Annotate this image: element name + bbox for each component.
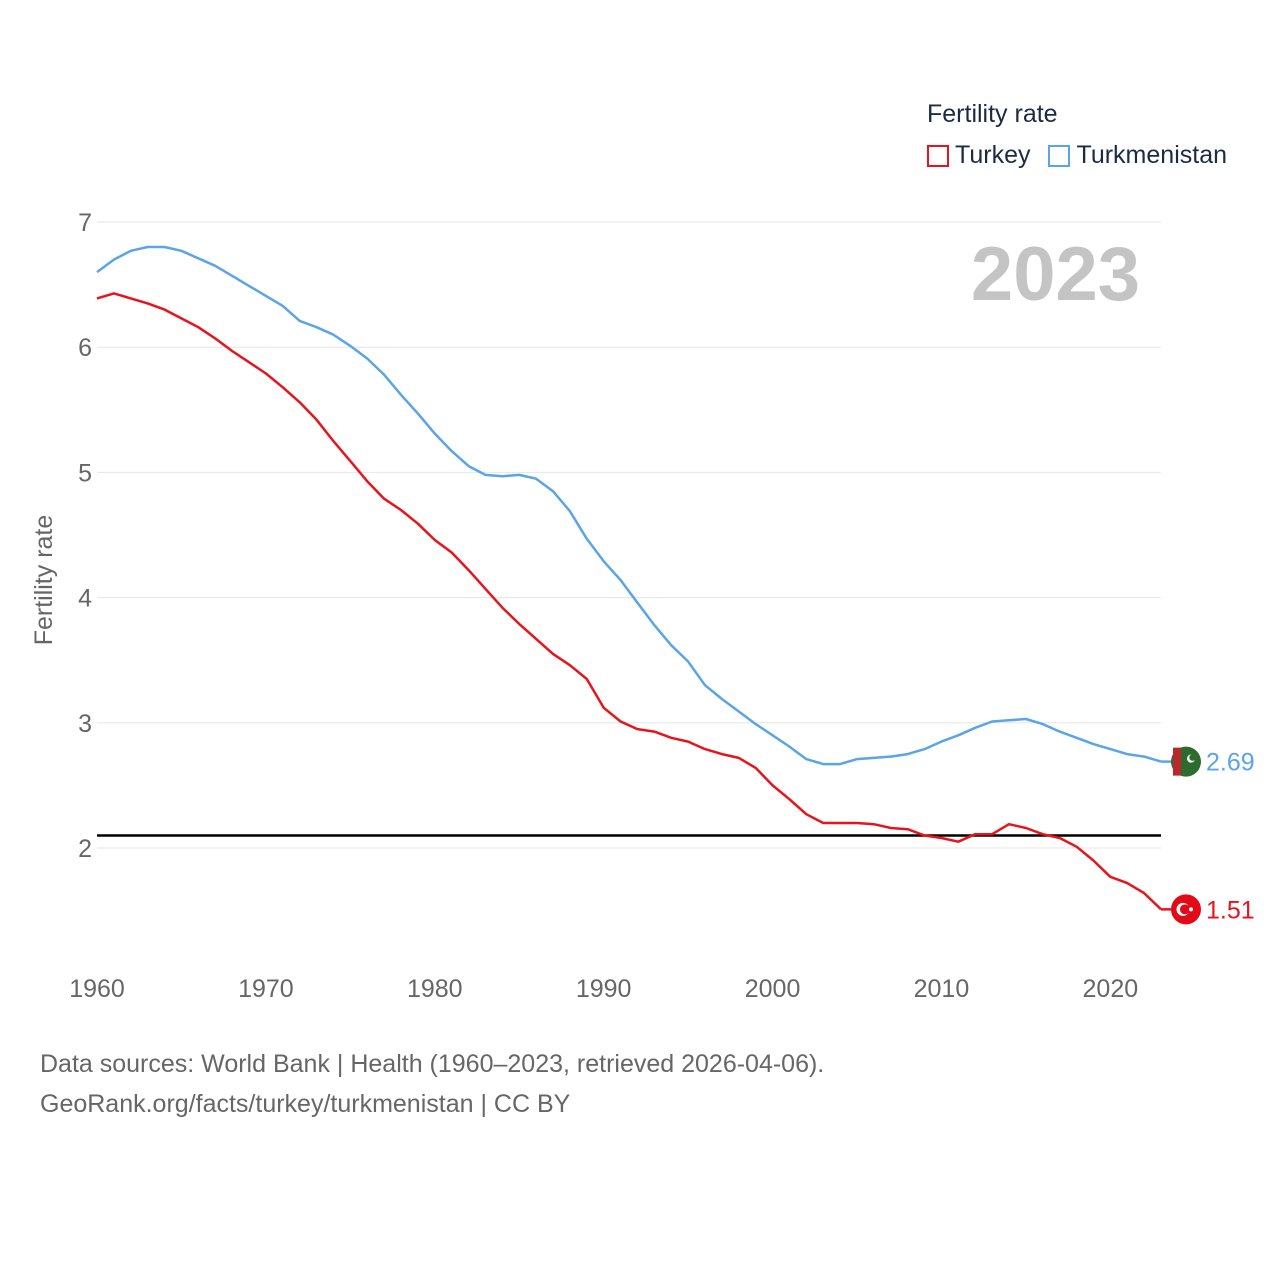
series-line-turkey [96, 292, 1162, 911]
x-tick-label: 1970 [238, 975, 294, 1003]
x-tick-label: 1990 [576, 975, 632, 1003]
y-tick-label: 3 [78, 710, 92, 738]
legend-item-turkmenistan[interactable]: Turkmenistan [1048, 141, 1227, 170]
series-line-turkmenistan [96, 245, 1162, 766]
footer: Data sources: World Bank | Health (1960–… [40, 1044, 824, 1124]
y-tick-label: 7 [78, 209, 92, 237]
end-label-turkmenistan: 2.69 [1206, 749, 1255, 777]
x-tick-label: 1960 [69, 975, 125, 1003]
x-tick-label: 2010 [914, 975, 970, 1003]
y-tick-label: 5 [78, 459, 92, 487]
data-sources-text: Data sources: World Bank | Health (1960–… [40, 1050, 825, 1078]
legend-item-turkey[interactable]: Turkey [927, 141, 1030, 170]
series-lines [96, 245, 1162, 911]
x-tick-label: 2000 [745, 975, 801, 1003]
y-tick-labels: 2 3 4 5 6 7 [78, 209, 92, 863]
y-tick-label: 4 [78, 585, 92, 613]
legend-items: Turkey Turkmenistan [927, 141, 1245, 170]
legend: Fertility rate Turkey Turkmenistan [927, 100, 1245, 170]
end-markers: 1.51 2.69 [1161, 746, 1255, 925]
legend-swatch-turkey [927, 144, 949, 167]
attribution-link[interactable]: GeoRank.org/facts/turkey/turkmenistan | … [40, 1090, 571, 1118]
flag-marker-turkey [1171, 894, 1201, 925]
y-tick-label: 2 [78, 835, 92, 863]
legend-label-turkey: Turkey [955, 141, 1031, 169]
gridlines [97, 221, 1161, 849]
y-axis-title: Fertility rate [30, 515, 58, 646]
x-tick-labels: 1960 1970 1980 1990 2000 2010 2020 [69, 975, 1138, 1003]
end-label-turkey: 1.51 [1206, 896, 1255, 924]
year-label: 2023 [971, 232, 1140, 317]
x-tick-label: 2020 [1083, 975, 1139, 1003]
x-tick-label: 1980 [407, 975, 463, 1003]
y-tick-label: 6 [78, 334, 92, 362]
legend-swatch-turkmenistan [1048, 144, 1071, 167]
legend-label-turkmenistan: Turkmenistan [1076, 141, 1227, 169]
flag-marker-turkmenistan [1171, 746, 1201, 777]
legend-title: Fertility rate [927, 100, 1058, 128]
